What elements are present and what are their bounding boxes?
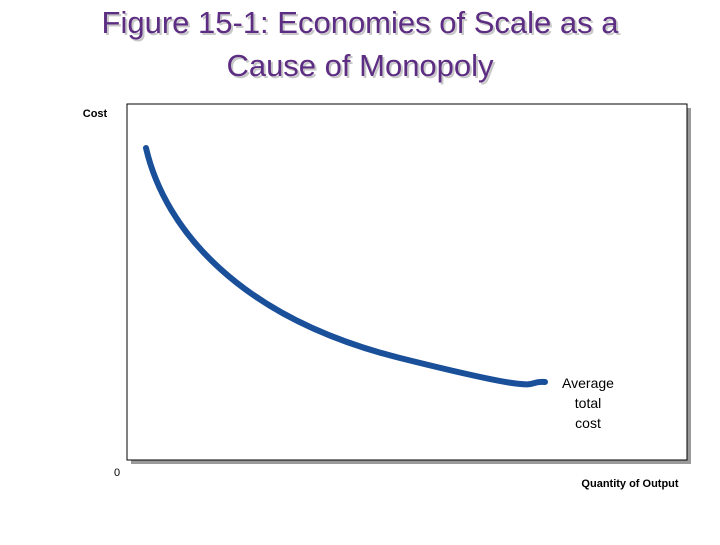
average-total-cost-curve [143, 145, 548, 388]
origin-label: 0 [114, 467, 120, 479]
title-shadow: Cause of Monopoly [228, 50, 496, 85]
title-line: Figure 15-1: Economies of Scale as a [102, 5, 620, 40]
curve-label: cost [575, 415, 601, 431]
x-axis-label: Quantity of Output [581, 478, 678, 490]
title-shadow: Figure 15-1: Economies of Scale as a [104, 7, 622, 42]
title-line: Cause of Monopoly [226, 48, 494, 83]
curve-label: Average [562, 375, 614, 391]
curve-label: total [575, 395, 601, 411]
title: Figure 15-1: Economies of Scale as a Cau… [102, 5, 622, 85]
plot-area [126, 103, 688, 461]
y-axis-label: Cost [83, 108, 108, 120]
